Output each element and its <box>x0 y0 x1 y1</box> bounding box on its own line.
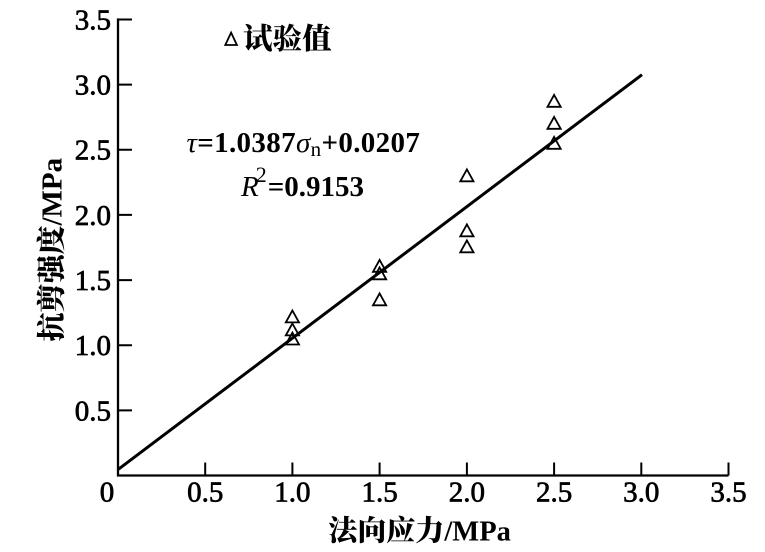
svg-text:/MPa: /MPa <box>37 157 69 226</box>
svg-text:1.5: 1.5 <box>361 477 397 509</box>
svg-text:2.5: 2.5 <box>75 135 111 167</box>
svg-text:0: 0 <box>100 477 115 509</box>
svg-text:3.0: 3.0 <box>623 477 659 509</box>
svg-text:0.5: 0.5 <box>187 477 223 509</box>
svg-text:3.0: 3.0 <box>75 70 111 102</box>
svg-text:1.5: 1.5 <box>75 265 111 297</box>
svg-text:0.5: 0.5 <box>75 395 111 427</box>
svg-text:R2=0.9153: R2=0.9153 <box>240 162 364 203</box>
svg-text:1.0: 1.0 <box>274 477 310 509</box>
svg-text:3.5: 3.5 <box>75 4 111 36</box>
svg-text:2.0: 2.0 <box>75 200 111 232</box>
svg-text:3.5: 3.5 <box>710 477 746 509</box>
svg-text:2.0: 2.0 <box>449 477 485 509</box>
svg-text:1.0: 1.0 <box>75 330 111 362</box>
svg-text:2.5: 2.5 <box>536 477 572 509</box>
svg-text:τ=1.0387σn+0.0207: τ=1.0387σn+0.0207 <box>187 127 421 161</box>
svg-text:/MPa: /MPa <box>443 517 510 548</box>
